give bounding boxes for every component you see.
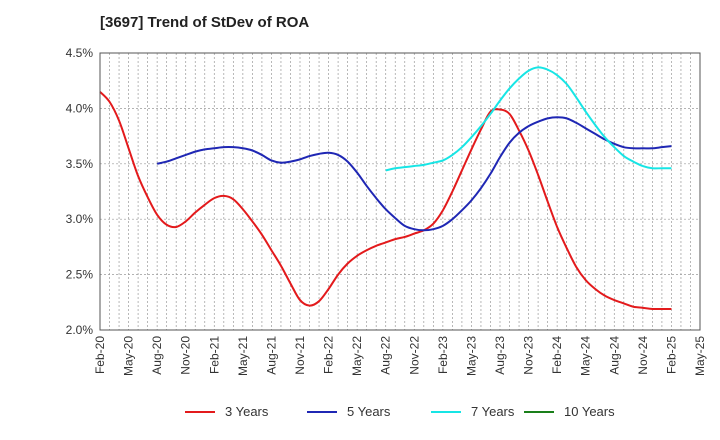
grid-lines [100, 52, 700, 331]
legend-item: 5 Years [307, 404, 390, 419]
x-tick-label: May-20 [122, 336, 136, 376]
x-tick-label: Aug-24 [607, 336, 621, 375]
x-tick-label: May-25 [693, 336, 707, 376]
x-tick-label: Aug-20 [150, 336, 164, 375]
chart-title: [3697] Trend of StDev of ROA [100, 14, 310, 31]
y-tick-label: 2.0% [66, 323, 94, 337]
y-tick-label: 4.5% [66, 46, 94, 60]
x-tick-label: Feb-24 [550, 336, 564, 374]
x-tick-label: Nov-20 [179, 336, 193, 375]
x-tick-label: Aug-22 [379, 336, 393, 375]
series-line-7-years [385, 66, 672, 172]
legend-label: 7 Years [471, 404, 515, 419]
y-tick-label: 2.5% [66, 268, 94, 282]
series-lines [99, 66, 672, 311]
y-tick-label: 3.5% [66, 157, 94, 171]
series-line-5-years [156, 116, 672, 232]
legend-swatch [185, 410, 215, 413]
x-tick-label: Nov-21 [293, 336, 307, 375]
legend-label: 3 Years [225, 404, 269, 419]
legend-label: 5 Years [347, 404, 391, 419]
legend-swatch [431, 410, 461, 413]
x-tick-label: May-22 [350, 336, 364, 376]
x-tick-label: May-24 [579, 336, 593, 376]
x-tick-label: May-23 [464, 336, 478, 376]
x-tick-label: Feb-23 [436, 336, 450, 374]
legend-item: 7 Years [431, 404, 514, 419]
x-tick-label: Feb-25 [664, 336, 678, 374]
x-tick-label: May-21 [236, 336, 250, 376]
x-tick-label: Feb-22 [322, 336, 336, 374]
x-tick-label: Feb-21 [207, 336, 221, 374]
x-tick-label: Nov-22 [407, 336, 421, 375]
legend: 3 Years 5 Years 7 Years 10 Years [0, 404, 720, 426]
x-tick-label: Nov-23 [522, 336, 536, 375]
y-axis-ticks: 2.0% 2.5% 3.0% 3.5% 4.0% 4.5% [66, 46, 94, 337]
x-tick-label: Nov-24 [636, 336, 650, 375]
x-tick-label: Aug-21 [264, 336, 278, 375]
x-tick-label: Aug-23 [493, 336, 507, 375]
x-tick-label: Feb-20 [93, 336, 107, 374]
legend-item: 10 Years [524, 404, 615, 419]
legend-swatch [524, 410, 554, 413]
legend-item: 3 Years [185, 404, 268, 419]
plot-frame [99, 52, 701, 331]
legend-swatch [307, 410, 337, 413]
x-axis-ticks: Feb-20 May-20 Aug-20 Nov-20 Feb-21 May-21 Aug-… [93, 336, 707, 376]
y-tick-label: 3.0% [66, 212, 94, 226]
legend-label: 10 Years [564, 404, 615, 419]
series-line-3-years [99, 91, 672, 311]
y-tick-label: 4.0% [66, 101, 94, 115]
